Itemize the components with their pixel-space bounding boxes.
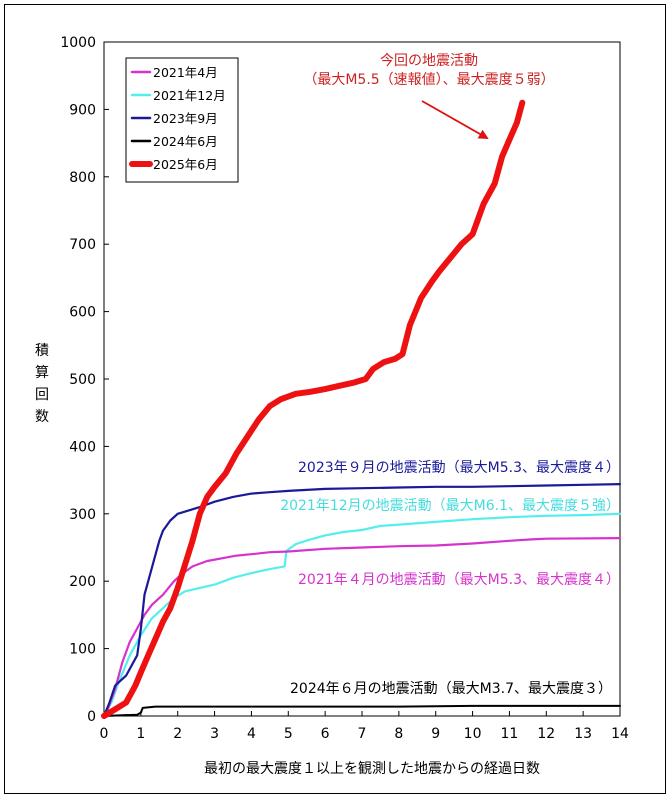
series-line-2021年12月 (102, 512, 622, 718)
y-tick-label: 300 (69, 507, 96, 523)
chart-frame (4, 4, 666, 794)
y-axis-label: 積算回数 (35, 343, 49, 425)
y-tick-label: 800 (69, 170, 96, 186)
y-tick-label: 100 (69, 642, 96, 658)
y-tick-label: 1000 (60, 35, 96, 51)
x-tick-label: 0 (100, 726, 109, 742)
y-tick-label: 400 (69, 439, 96, 455)
legend-entry: 2021年12月 (153, 88, 226, 103)
x-axis-label: 最初の最大震度１以上を観測した地震からの経過日数 (204, 760, 540, 777)
legend-entry: 2024年6月 (153, 134, 218, 149)
legend-entry: 2025年6月 (153, 157, 218, 172)
legend-entry: 2021年4月 (153, 65, 218, 80)
x-tick-label: 8 (394, 726, 403, 742)
x-tick-label: 13 (574, 726, 592, 742)
annotation-2023年9月: 2023年９月の地震活動（最大M5.3、最大震度４） (298, 460, 620, 476)
x-tick-label: 7 (358, 726, 367, 742)
x-tick-label: 2 (173, 726, 182, 742)
x-tick-label: 3 (210, 726, 219, 742)
annotation-2024年6月: 2024年６月の地震活動（最大M3.7、最大震度３） (290, 681, 612, 697)
annotation-2021年12月: 2021年12月の地震活動（最大M6.1、最大震度５強） (280, 498, 620, 514)
x-tick-label: 9 (431, 726, 440, 742)
series-line-2023年9月 (102, 483, 622, 718)
x-tick-label: 14 (611, 726, 629, 742)
x-tick-label: 1 (136, 726, 145, 742)
legend-entry: 2023年9月 (153, 111, 218, 126)
y-tick-label: 700 (69, 237, 96, 253)
y-tick-label: 0 (87, 709, 96, 725)
x-tick-label: 4 (247, 726, 256, 742)
x-tick-label: 6 (321, 726, 330, 742)
x-tick-label: 12 (537, 726, 555, 742)
annotation-2021年4月: 2021年４月の地震活動（最大M5.3、最大震度４） (298, 572, 620, 588)
annotation-arrow (421, 100, 489, 139)
series-line-2025年6月 (101, 99, 526, 719)
series-line-2024年6月 (103, 704, 621, 717)
y-tick-label: 200 (69, 574, 96, 590)
y-tick-label: 500 (69, 372, 96, 388)
x-tick-label: 5 (284, 726, 293, 742)
x-tick-label: 10 (464, 726, 482, 742)
x-tick-label: 11 (501, 726, 519, 742)
y-tick-label: 600 (69, 305, 96, 321)
y-tick-label: 900 (69, 102, 96, 118)
annotation-current-activity: 今回の地震活動（最大M5.5（速報値）、最大震度５弱） (303, 53, 554, 88)
series-line-2021年4月 (102, 537, 622, 718)
